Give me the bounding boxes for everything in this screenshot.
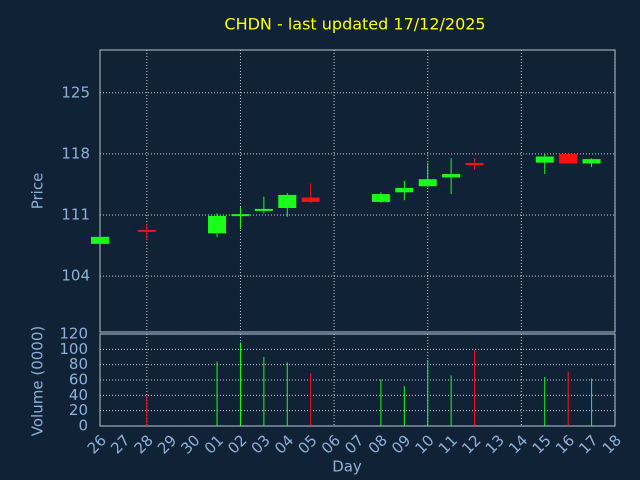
candle-body: [91, 236, 109, 244]
y-tick-label: 118: [61, 144, 90, 162]
volume-tick-label: 80: [69, 355, 88, 373]
y-tick-label: 111: [61, 206, 90, 224]
x-tick-label: 10: [412, 431, 438, 457]
candle-body: [395, 187, 414, 193]
x-tick-label: 17: [575, 431, 601, 457]
x-tick-label: 26: [84, 431, 110, 457]
x-tick-label: 28: [131, 431, 157, 457]
x-tick-label: 13: [482, 431, 508, 457]
candle-body: [208, 215, 227, 234]
x-tick-label: 04: [271, 431, 297, 457]
x-axis-label: Day: [332, 458, 362, 476]
x-tick-label: 15: [529, 431, 555, 457]
x-tick-label: 16: [552, 431, 578, 457]
candle-body: [418, 179, 437, 187]
candle-body: [137, 229, 156, 232]
x-tick-label: 02: [224, 431, 250, 457]
x-tick-label: 11: [435, 431, 461, 457]
x-tick-label: 27: [107, 431, 133, 457]
volume-tick-label: 120: [59, 325, 88, 343]
x-tick-label: 01: [201, 431, 227, 457]
candle-body: [301, 197, 320, 202]
candle-body: [559, 153, 578, 164]
y-axis-label: Price: [29, 173, 47, 210]
x-tick-label: 14: [505, 431, 531, 457]
x-tick-label: 09: [388, 431, 414, 457]
candle-body: [231, 214, 250, 217]
volume-tick-label: 0: [78, 417, 88, 435]
volume-tick-label: 40: [69, 386, 88, 404]
x-tick-label: 07: [341, 431, 367, 457]
volume-frame: [99, 333, 616, 427]
candle-body: [371, 194, 390, 202]
volume-tick-label: 20: [69, 401, 88, 419]
x-tick-label: 29: [154, 431, 180, 457]
x-tick-label: 08: [365, 431, 391, 457]
x-tick-label: 03: [248, 431, 274, 457]
volume-tick-label: 100: [59, 340, 88, 358]
price-frame: [99, 49, 616, 333]
x-tick-label: 06: [318, 431, 344, 457]
x-tick-label: 05: [294, 431, 320, 457]
chart-title: CHDN - last updated 17/12/2025: [224, 15, 485, 34]
y-tick-label: 104: [61, 267, 90, 285]
volume-tick-label: 60: [69, 371, 88, 389]
x-tick-label: 12: [458, 431, 484, 457]
candle-body: [278, 194, 297, 209]
x-tick-label: 30: [177, 431, 203, 457]
candle-body: [254, 208, 273, 211]
candle-body: [465, 163, 484, 166]
x-tick-label: 18: [599, 431, 625, 457]
candle-body: [582, 159, 601, 164]
volume-axis-label: Volume (0000): [29, 326, 47, 436]
y-tick-label: 125: [61, 83, 90, 101]
candle-body: [442, 173, 461, 178]
candle-body: [535, 156, 554, 163]
